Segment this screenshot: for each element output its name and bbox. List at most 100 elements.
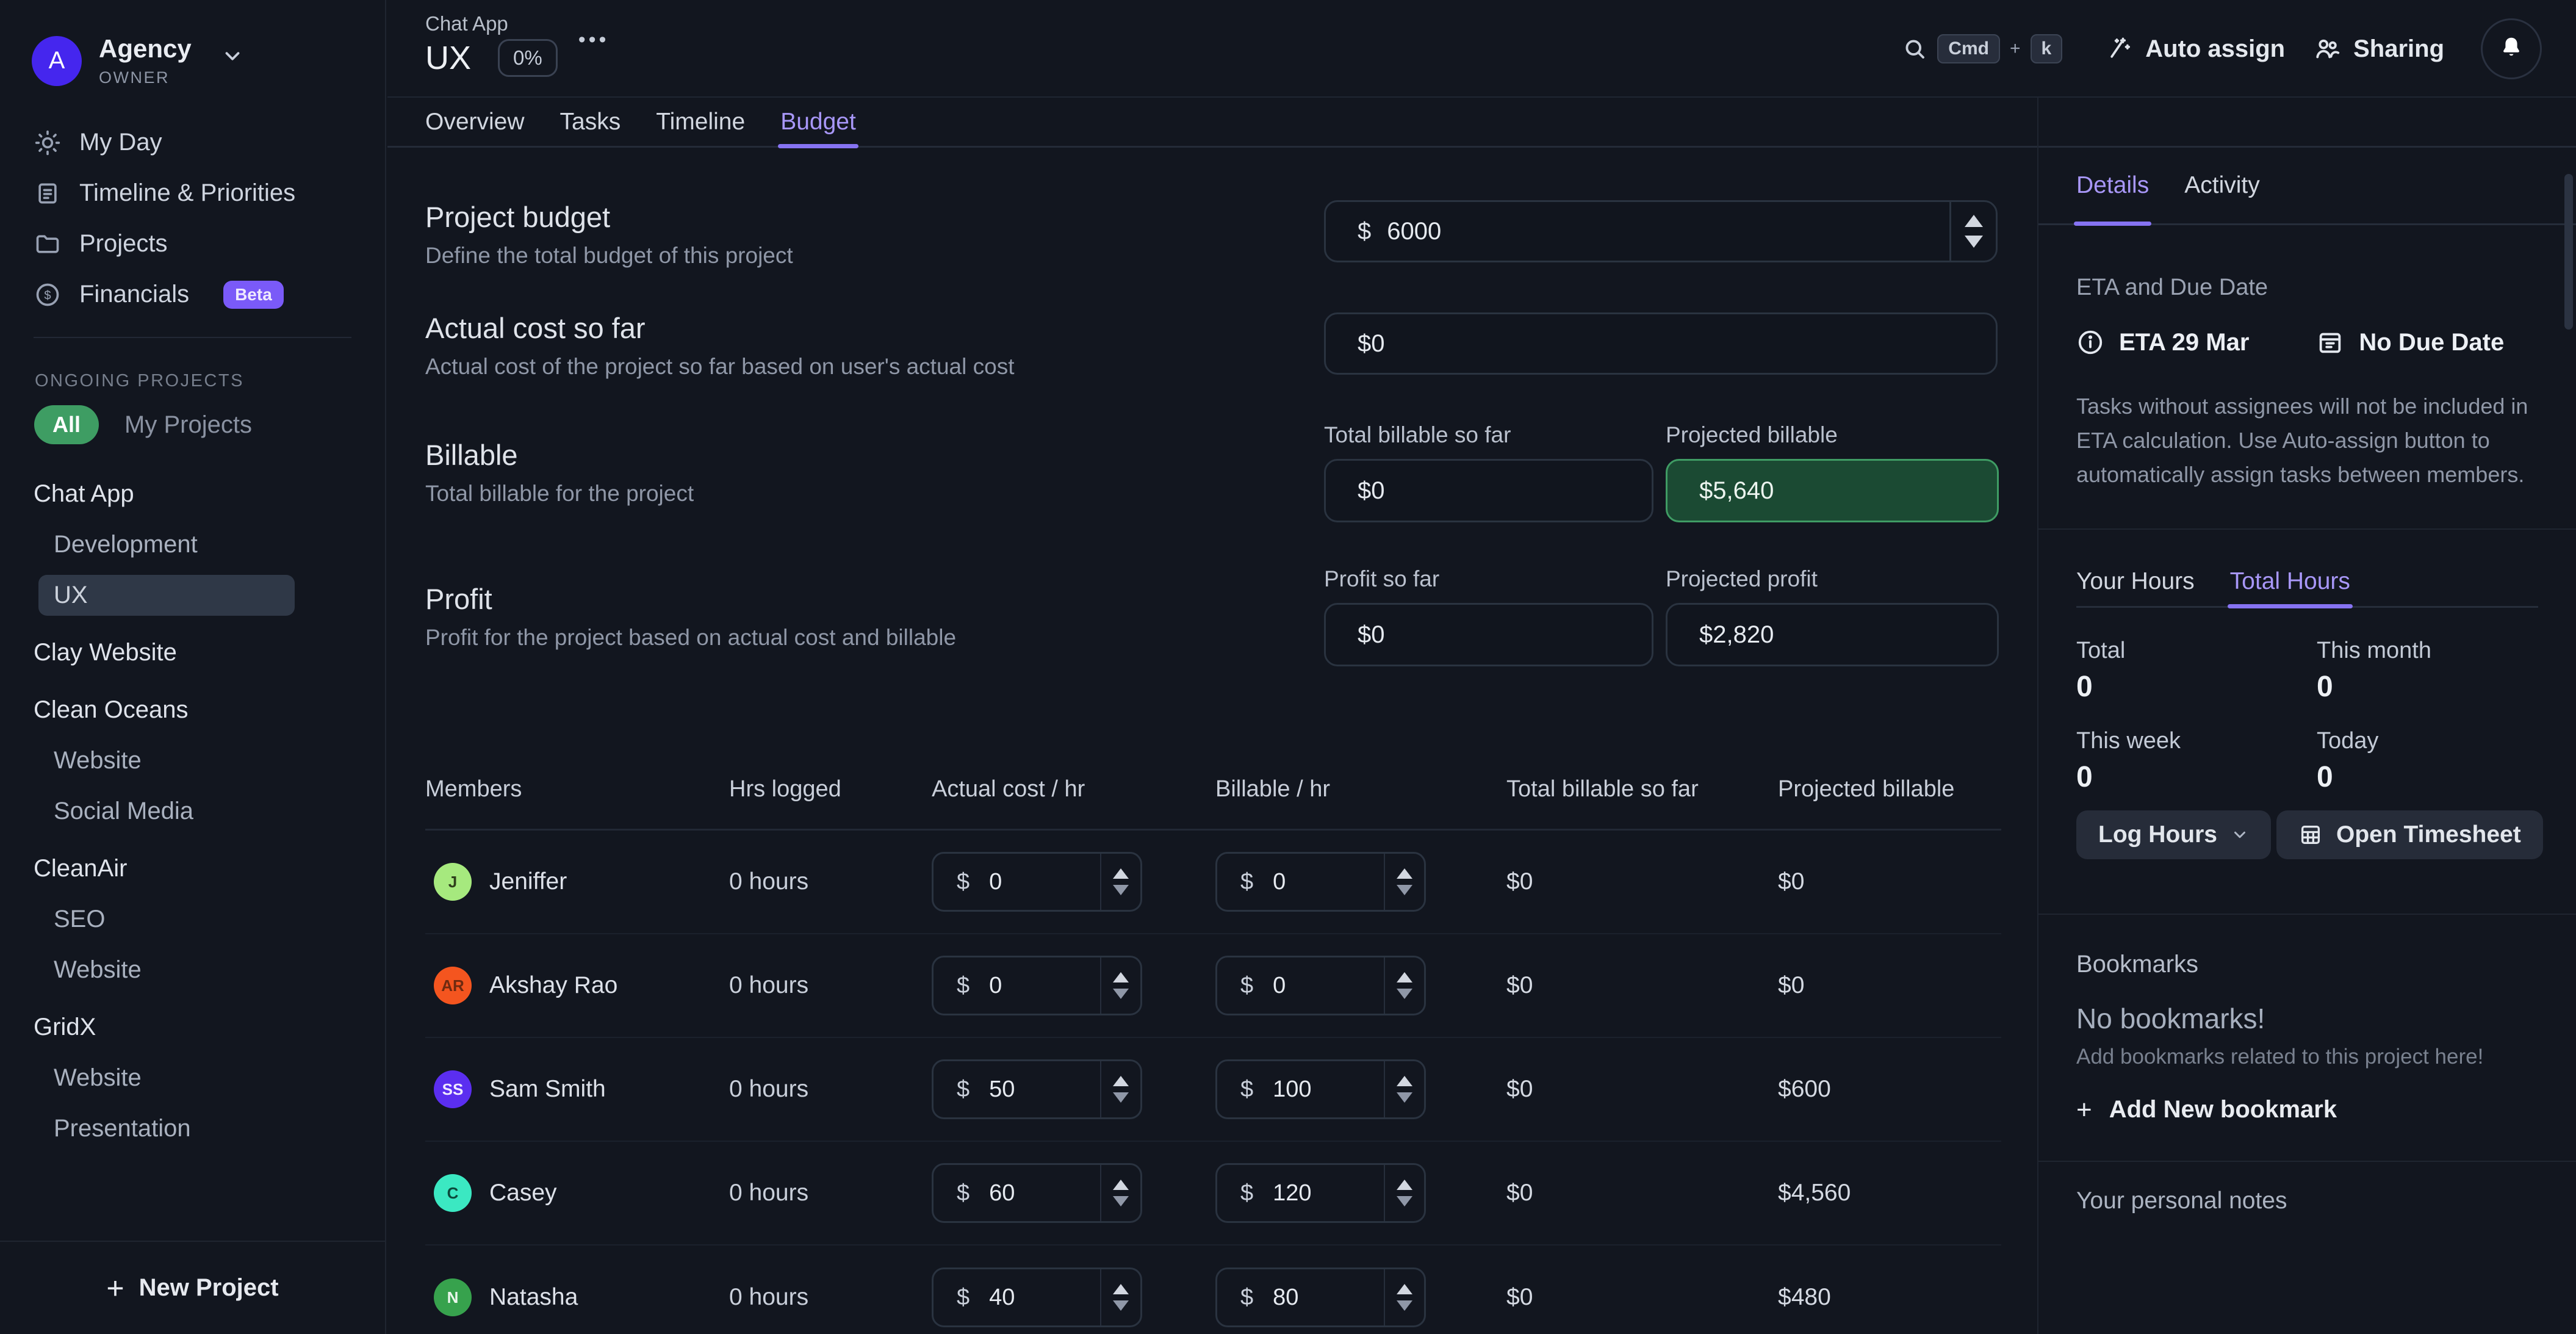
open-timesheet-button[interactable]: Open Timesheet	[2276, 810, 2543, 859]
sidebar-project-cleanair[interactable]: CleanAir	[34, 855, 128, 882]
sidebar-sublist-development[interactable]: Development	[54, 531, 198, 558]
more-menu-icon[interactable]: •••	[578, 27, 610, 51]
keycap-cmd[interactable]: Cmd	[1937, 34, 2000, 63]
stepper-down-icon[interactable]	[1113, 1196, 1129, 1206]
due-date-value[interactable]: No Due Date	[2359, 328, 2505, 356]
panel-tab-details[interactable]: Details	[2073, 148, 2152, 226]
stepper-controls[interactable]	[1384, 854, 1424, 910]
sidebar-item-my-day[interactable]: My Day	[0, 117, 385, 168]
profit-so-far-value: $0	[1358, 621, 1385, 648]
actual-cost-value: 50	[989, 1076, 1015, 1102]
billable-rate-stepper[interactable]: $ 120	[1215, 1163, 1426, 1223]
progress-badge[interactable]: 0%	[498, 39, 558, 77]
stepper-down-icon[interactable]	[1113, 885, 1129, 895]
actual-cost-stepper[interactable]: $ 50	[932, 1059, 1142, 1119]
stepper-controls[interactable]	[1100, 854, 1140, 910]
log-hours-button[interactable]: Log Hours	[2076, 810, 2271, 859]
breadcrumb[interactable]: Chat App	[425, 12, 508, 35]
stepper-up-icon[interactable]	[1113, 972, 1129, 982]
tab-tasks[interactable]: Tasks	[559, 108, 621, 135]
stepper-controls[interactable]	[1384, 1061, 1424, 1117]
sidebar-project-gridx[interactable]: GridX	[34, 1014, 96, 1040]
chevron-down-icon	[221, 45, 244, 68]
search-icon	[1902, 36, 1927, 62]
billable-rate-stepper[interactable]: $ 80	[1215, 1267, 1426, 1327]
sidebar-project-clay-website[interactable]: Clay Website	[34, 639, 177, 666]
sidebar-sublist-social-media[interactable]: Social Media	[54, 798, 194, 824]
stepper-up-icon[interactable]	[1397, 972, 1412, 982]
sidebar-sublist-presentation[interactable]: Presentation	[54, 1115, 191, 1142]
project-budget-input[interactable]: $ 6000	[1324, 200, 1998, 262]
filter-my-projects[interactable]: My Projects	[124, 411, 252, 438]
sidebar-sublist-seo[interactable]: SEO	[54, 906, 106, 932]
tab-total-hours[interactable]: Total Hours	[2227, 557, 2353, 608]
eta-value[interactable]: ETA 29 Mar	[2119, 328, 2250, 356]
sharing-button[interactable]: Sharing	[2313, 35, 2444, 63]
stepper-controls[interactable]	[1100, 1269, 1140, 1325]
tab-timeline[interactable]: Timeline	[656, 108, 746, 135]
projected-profit-field: $2,820	[1666, 603, 1999, 666]
tab-budget[interactable]: Budget	[778, 98, 858, 148]
keycap-k[interactable]: k	[2030, 34, 2063, 63]
add-bookmark-button[interactable]: + Add New bookmark	[2076, 1096, 2337, 1123]
sidebar-sublist-ux-selected[interactable]: UX	[0, 570, 385, 621]
stepper-down-icon[interactable]	[1113, 1092, 1129, 1103]
member-projected-billable: $600	[1778, 1076, 1831, 1102]
billable-rate-stepper[interactable]: $ 0	[1215, 956, 1426, 1015]
member-name: Natasha	[489, 1284, 578, 1310]
stepper-controls[interactable]	[1384, 1269, 1424, 1325]
sidebar-item-financials[interactable]: $ Financials Beta	[0, 269, 385, 320]
actual-cost-stepper[interactable]: $ 40	[932, 1267, 1142, 1327]
stepper-up-icon[interactable]	[1397, 1284, 1412, 1294]
sidebar-sublist-website[interactable]: Website	[54, 747, 142, 774]
sidebar-sublist-website-3[interactable]: Website	[54, 1064, 142, 1091]
stepper-controls[interactable]	[1100, 1061, 1140, 1117]
stepper-down-icon[interactable]	[1964, 236, 1983, 248]
global-search[interactable]: Cmd + k	[1902, 34, 2063, 63]
billable-rate-stepper[interactable]: $ 100	[1215, 1059, 1426, 1119]
stepper-controls[interactable]	[1384, 1165, 1424, 1221]
stepper-up-icon[interactable]	[1113, 868, 1129, 879]
stepper-up-icon[interactable]	[1113, 1180, 1129, 1190]
stepper-up-icon[interactable]	[1113, 1284, 1129, 1294]
tab-overview[interactable]: Overview	[425, 108, 525, 135]
new-project-button[interactable]: + New Project	[0, 1241, 385, 1334]
beta-badge: Beta	[223, 280, 284, 309]
scrollbar-thumb[interactable]	[2564, 174, 2573, 330]
stepper-up-icon[interactable]	[1397, 1076, 1412, 1086]
stepper-down-icon[interactable]	[1397, 1300, 1412, 1311]
stepper-down-icon[interactable]	[1397, 989, 1412, 999]
billable-rate-stepper[interactable]: $ 0	[1215, 852, 1426, 912]
stepper-down-icon[interactable]	[1113, 989, 1129, 999]
actual-cost-stepper[interactable]: $ 0	[932, 852, 1142, 912]
currency-symbol: $	[1240, 868, 1254, 895]
sidebar-project-chat-app[interactable]: Chat App	[34, 480, 134, 507]
stepper-up-icon[interactable]	[1964, 215, 1983, 227]
stepper-down-icon[interactable]	[1397, 1092, 1412, 1103]
tab-your-hours[interactable]: Your Hours	[2076, 568, 2195, 594]
stepper-controls[interactable]	[1384, 957, 1424, 1014]
stepper-controls[interactable]	[1100, 1165, 1140, 1221]
actual-cost-stepper[interactable]: $ 0	[932, 956, 1142, 1015]
sidebar-item-timeline-priorities[interactable]: Timeline & Priorities	[0, 168, 385, 218]
stepper-up-icon[interactable]	[1397, 1180, 1412, 1190]
page-title: UX	[425, 40, 472, 76]
panel-tab-activity[interactable]: Activity	[2184, 172, 2260, 198]
stepper-up-icon[interactable]	[1113, 1076, 1129, 1086]
auto-assign-button[interactable]: Auto assign	[2106, 35, 2285, 63]
stepper-down-icon[interactable]	[1397, 1196, 1412, 1206]
notifications-button[interactable]	[2481, 18, 2542, 79]
stepper-up-icon[interactable]	[1397, 868, 1412, 879]
stepper-down-icon[interactable]	[1113, 1300, 1129, 1311]
stepper-down-icon[interactable]	[1397, 885, 1412, 895]
stepper-controls[interactable]	[1100, 957, 1140, 1014]
currency-symbol: $	[957, 972, 970, 998]
workspace-switcher[interactable]: A Agency OWNER	[32, 34, 244, 87]
sidebar-item-projects[interactable]: Projects	[0, 218, 385, 269]
sidebar-sublist-website-2[interactable]: Website	[54, 956, 142, 983]
sharing-label: Sharing	[2353, 35, 2444, 62]
filter-all-pill[interactable]: All	[34, 405, 99, 444]
budget-stepper[interactable]	[1949, 202, 1996, 261]
actual-cost-stepper[interactable]: $ 60	[932, 1163, 1142, 1223]
sidebar-project-clean-oceans[interactable]: Clean Oceans	[34, 696, 189, 723]
